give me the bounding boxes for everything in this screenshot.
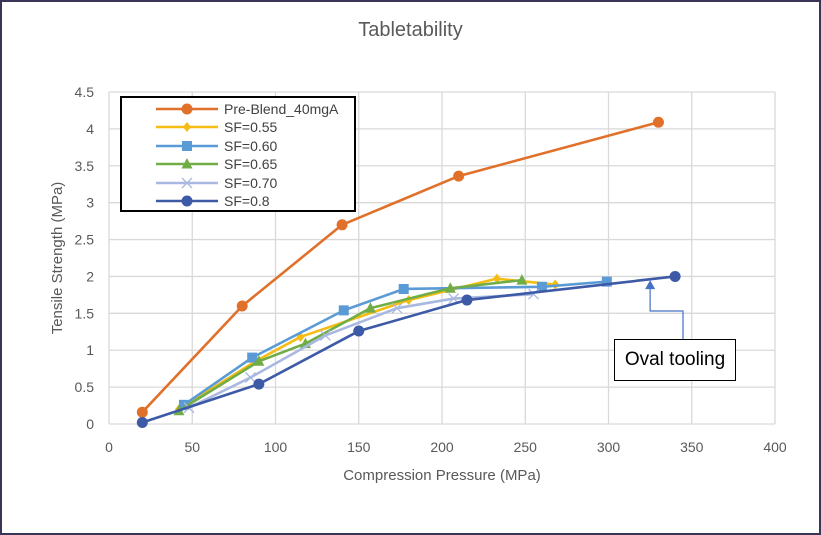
x-tick-label: 0: [105, 439, 113, 455]
data-point: [136, 417, 148, 429]
data-point: [253, 378, 265, 390]
x-tick-label: 350: [680, 439, 704, 455]
y-tick-label: 2: [86, 268, 94, 284]
series-sf-0-60: [178, 276, 612, 410]
data-point: [364, 302, 376, 313]
data-point: [253, 355, 265, 366]
annotation-leader-line: [649, 288, 684, 339]
series-pre-blend-40mga: [136, 116, 664, 418]
y-tick-label: 3.5: [75, 158, 95, 174]
data-point: [136, 406, 148, 418]
data-point: [536, 281, 547, 292]
x-tick-label: 50: [184, 439, 200, 455]
legend-swatch-icon: [156, 177, 218, 189]
data-point: [319, 330, 331, 341]
y-tick-label: 4: [86, 121, 94, 137]
legend-label: Pre-Blend_40mgA: [224, 101, 339, 117]
legend-item: SF=0.55: [122, 118, 352, 136]
data-point: [669, 270, 681, 282]
data-point: [236, 300, 248, 312]
x-tick-label: 250: [514, 439, 538, 455]
legend-item: Pre-Blend_40mgA: [122, 100, 352, 118]
legend-marker: [181, 158, 193, 169]
x-tick-label: 300: [597, 439, 621, 455]
series-line: [178, 278, 523, 412]
y-tick-label: 1.5: [75, 305, 95, 321]
x-axis-label: Compression Pressure (MPa): [343, 467, 541, 484]
x-tick-label: 200: [430, 439, 454, 455]
legend-swatch-icon: [156, 140, 218, 151]
legend-marker: [182, 140, 192, 151]
y-tick-label: 1: [86, 342, 94, 358]
series-sf-0-8: [136, 270, 681, 429]
legend-label: SF=0.8: [224, 193, 270, 209]
legend: Pre-Blend_40mgA SF=0.55 SF=0.60 SF=0.65 SF=0…: [120, 96, 356, 212]
legend-label: SF=0.60: [224, 137, 278, 154]
legend-label: SF=0.70: [224, 174, 278, 191]
data-point: [247, 352, 258, 363]
legend-item: SF=0.8: [122, 192, 352, 210]
y-tick-label: 2.5: [75, 232, 95, 248]
data-point: [652, 116, 664, 128]
grid-lines: [108, 91, 776, 425]
data-point: [178, 399, 189, 410]
chart-title: Tabletability: [358, 19, 463, 41]
data-point: [461, 294, 473, 306]
legend-swatch-icon: [156, 158, 218, 169]
legend-label: SF=0.55: [224, 119, 278, 136]
data-point: [492, 273, 501, 284]
legend-swatch-icon: [156, 195, 218, 207]
legend-item: SF=0.60: [122, 137, 352, 155]
y-axis-label: Tensile Strength (MPa): [49, 182, 66, 335]
annotation-oval-tooling: Oval tooling: [614, 339, 736, 381]
x-axis-ticks: 0 50 100 150 200 250 300 350 400: [105, 439, 787, 455]
y-tick-label: 0: [86, 416, 94, 432]
legend-item: SF=0.70: [122, 174, 352, 192]
legend-label: SF=0.65: [224, 156, 278, 173]
annotation-arrowhead-icon: [645, 280, 656, 290]
data-point: [338, 305, 349, 316]
data-point: [444, 282, 456, 293]
legend-marker: [181, 103, 193, 115]
data-point: [516, 274, 528, 285]
y-axis-ticks: 0 0.5 1 1.5 2 2.5 3 3.5 4 4.5: [75, 84, 95, 432]
legend-marker: [181, 195, 193, 207]
legend-marker: [183, 122, 191, 133]
legend-item: SF=0.65: [122, 155, 352, 173]
series-group: [136, 116, 681, 429]
y-tick-label: 0.5: [75, 379, 95, 395]
x-tick-label: 100: [264, 439, 288, 455]
series-line: [178, 277, 556, 411]
data-point: [245, 372, 256, 383]
data-point: [398, 283, 409, 294]
data-point: [391, 302, 403, 314]
data-point: [453, 170, 465, 182]
data-point: [601, 276, 612, 287]
x-tick-label: 400: [763, 439, 787, 455]
series-line: [183, 280, 607, 406]
y-tick-label: 4.5: [75, 84, 95, 100]
legend-swatch-icon: [156, 103, 218, 115]
legend-swatch-icon: [156, 122, 218, 133]
y-tick-label: 3: [86, 195, 94, 211]
legend-marker: [181, 177, 193, 189]
data-point: [353, 325, 365, 337]
data-point: [336, 219, 348, 231]
annotation-arrow: [645, 280, 684, 339]
x-tick-label: 150: [347, 439, 371, 455]
